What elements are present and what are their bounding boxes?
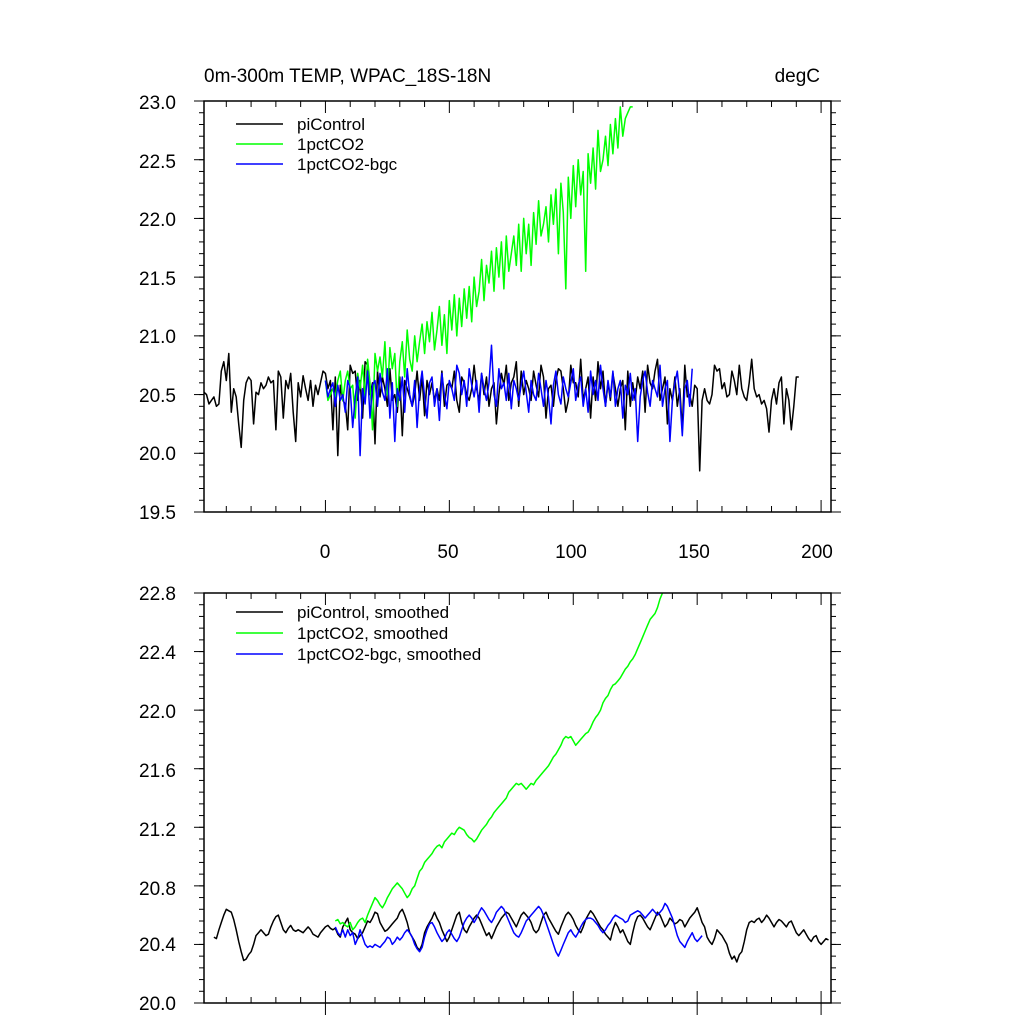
top-xtick-label: 50 [437, 542, 458, 563]
series-line-1pctco2 [324, 106, 633, 431]
bottom-ytick-label: 20.8 [139, 879, 176, 900]
bottom-ytick-label: 21.2 [139, 820, 176, 841]
legend-label-1pctco2-bgc-smoothed: 1pctCO2-bgc, smoothed [297, 645, 481, 664]
top-legend: piControl 1pctCO2 1pctCO2-bgc [236, 115, 398, 174]
top-ytick-label: 23.0 [139, 93, 176, 114]
top-panel: 0m-300m TEMP, WPAC_18S-18N degC piContro… [139, 66, 841, 563]
bottom-ticks-group [194, 592, 841, 1015]
bottom-legend: piControl, smoothed 1pctCO2, smoothed 1p… [236, 603, 481, 664]
bottom-ytick-label: 20.0 [139, 994, 176, 1015]
bottom-series-group [213, 593, 829, 963]
legend-label-picontrol: piControl [297, 115, 365, 134]
top-ytick-label: 21.5 [139, 269, 176, 290]
top-chart-units: degC [775, 66, 820, 87]
top-series-group [204, 106, 799, 472]
bottom-ytick-label: 22.0 [139, 702, 176, 723]
series-line-picontrol-smoothed [213, 907, 829, 963]
top-plot-frame [203, 100, 832, 513]
top-xtick-label: 150 [678, 542, 710, 563]
legend-label-1pctco2-bgc: 1pctCO2-bgc [297, 155, 398, 174]
top-ytick-label: 20.5 [139, 386, 176, 407]
top-chart-title: 0m-300m TEMP, WPAC_18S-18N [204, 66, 491, 87]
bottom-ytick-label: 20.4 [139, 935, 176, 956]
bottom-ytick-label: 22.4 [139, 643, 176, 664]
top-ytick-label: 21.0 [139, 327, 176, 348]
series-line-picontrol [204, 352, 799, 472]
top-ticks-group [194, 100, 841, 513]
bottom-ytick-label: 21.6 [139, 761, 176, 782]
top-ytick-label: 22.5 [139, 152, 176, 173]
bottom-plot-frame [203, 592, 832, 1004]
top-ytick-label: 19.5 [139, 503, 176, 524]
top-ytick-label: 20.0 [139, 444, 176, 465]
top-xtick-label: 200 [801, 542, 833, 563]
bottom-ytick-label: 22.8 [139, 584, 176, 605]
series-line-1pctco2-smoothed [334, 593, 664, 931]
legend-label-1pctco2-smoothed: 1pctCO2, smoothed [297, 624, 448, 643]
top-ytick-label: 22.0 [139, 210, 176, 231]
legend-label-picontrol-smoothed: piControl, smoothed [297, 603, 449, 622]
top-xtick-label: 0 [320, 542, 331, 563]
top-xtick-label: 100 [555, 542, 587, 563]
series-line-1pctco2-bgc-smoothed [334, 902, 703, 957]
series-line-1pctco2-bgc [324, 344, 693, 457]
bottom-panel: piControl, smoothed 1pctCO2, smoothed 1p… [139, 584, 841, 1015]
legend-label-1pctco2: 1pctCO2 [297, 135, 364, 154]
